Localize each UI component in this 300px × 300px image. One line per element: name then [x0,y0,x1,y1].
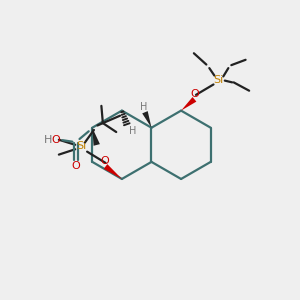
Polygon shape [181,97,196,111]
Polygon shape [142,111,152,128]
Text: Si: Si [76,141,86,151]
Polygon shape [104,164,122,179]
Text: Si: Si [214,75,224,85]
Text: O: O [191,89,200,99]
Polygon shape [92,128,100,146]
Text: O: O [52,135,60,145]
Text: O: O [100,156,109,166]
Text: H: H [140,102,147,112]
Text: H: H [129,126,136,136]
Text: O: O [72,161,80,171]
Text: H: H [44,135,52,145]
